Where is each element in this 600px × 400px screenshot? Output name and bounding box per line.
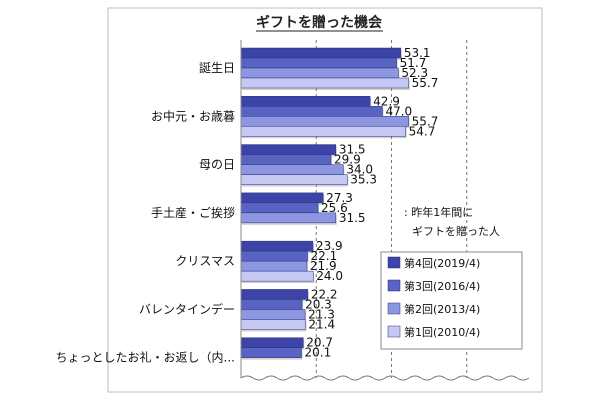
data-label-s2-c5: 21.3 <box>308 307 335 321</box>
data-label-s1-c1: 47.0 <box>385 104 412 118</box>
chart-title: ギフトを贈った機会 <box>256 14 383 31</box>
data-label-s2-c3: 31.5 <box>339 211 366 225</box>
category-label-6: ちょっとしたお礼・お返し（内... <box>56 350 235 365</box>
data-label-s0-c0: 53.1 <box>404 46 431 60</box>
data-label-s0-c1: 42.9 <box>373 94 400 108</box>
bar-s3-c0-fill <box>240 77 409 89</box>
category-label-5: バレンタインデー <box>139 301 235 316</box>
legend-box <box>380 251 523 350</box>
legend-swatch-0 <box>387 256 401 269</box>
data-label-s2-c0: 52.3 <box>401 66 428 80</box>
bar-s1-c1-fill <box>240 106 383 117</box>
bar-s3-c1-fill <box>240 126 406 137</box>
data-label-s1-c3: 25.6 <box>321 201 348 215</box>
bar-s0-c5-fill <box>240 289 309 300</box>
bar-s0-c0-fill <box>240 47 402 59</box>
bar-s1-c5-fill <box>240 299 303 310</box>
bar-s2-c2-fill <box>240 164 344 175</box>
data-label-s2-c1: 55.7 <box>412 114 439 128</box>
bar-s3-c5-fill <box>240 319 306 330</box>
bar-s0-c2-fill <box>240 144 337 155</box>
legend-swatch-3 <box>387 325 401 338</box>
data-label-s3-c4: 24.0 <box>316 269 343 283</box>
data-label-s0-c4: 23.9 <box>316 239 343 253</box>
category-label-0: 誕生日 <box>199 61 235 75</box>
bar-series <box>240 47 410 360</box>
legend-label-2: 第2回(2013/4) <box>404 302 480 316</box>
bar-s2-c5-fill <box>240 309 306 320</box>
bar-s2-c1-fill <box>240 116 409 127</box>
legend-swatch-1 <box>387 279 401 292</box>
data-label-s0-c2: 31.5 <box>339 143 366 157</box>
category-label-3: 手土産・ご挨拶 <box>151 205 235 220</box>
legend-label-3: 第1回(2010/4) <box>404 325 480 339</box>
category-labels: 誕生日お中元・お歳暮母の日手土産・ご挨拶クリスマスバレンタインデーちょっとしたお… <box>56 61 235 365</box>
legend-label-1: 第3回(2016/4) <box>404 279 480 293</box>
axis-break-wave <box>240 375 530 381</box>
bar-s0-c6-fill <box>240 337 304 348</box>
data-label-s2-c4: 21.9 <box>310 259 337 273</box>
bar-s0-c3-fill <box>240 192 324 204</box>
annotation-line-2: ギフトを贈った人 <box>412 224 500 238</box>
data-label-s1-c4: 22.1 <box>311 249 338 263</box>
bar-s0-c4-fill <box>240 240 314 252</box>
data-label-s1-c0: 51.7 <box>400 56 427 70</box>
data-label-s0-c6: 20.7 <box>306 336 333 350</box>
legend: 第4回(2019/4) 第3回(2016/4) 第2回(2013/4) 第1回(201… <box>380 251 523 350</box>
bar-s1-c4-fill <box>240 250 308 262</box>
data-label-s3-c2: 35.3 <box>350 173 377 187</box>
annotation-line-1: : 昨年1年間に <box>404 205 473 219</box>
bar-s1-c2-fill <box>240 154 332 165</box>
bar-s3-c2-fill <box>240 174 348 185</box>
category-label-4: クリスマス <box>175 254 235 268</box>
legend-label-0: 第4回(2019/4) <box>404 256 480 270</box>
data-label-s3-c5: 21.4 <box>308 317 335 331</box>
data-label-s2-c2: 34.0 <box>346 163 373 177</box>
bar-s1-c6-fill <box>240 347 302 358</box>
legend-swatch-2 <box>387 302 401 315</box>
data-label-s3-c1: 54.7 <box>409 124 436 138</box>
data-label-s0-c5: 22.2 <box>311 287 338 301</box>
bar-s3-c4-fill <box>240 270 314 282</box>
data-label-s0-c3: 27.3 <box>326 191 353 205</box>
bar-s1-c0-fill <box>240 57 397 69</box>
data-labels: 53.151.752.355.742.947.055.754.731.529.9… <box>305 46 439 360</box>
bar-s2-c4-fill <box>240 260 308 272</box>
bar-s2-c0-fill <box>240 67 399 79</box>
data-label-s1-c2: 29.9 <box>334 153 361 167</box>
bar-s0-c1-fill <box>240 96 371 107</box>
bar-s1-c3-fill <box>240 202 319 214</box>
data-label-s3-c0: 55.7 <box>412 76 439 90</box>
category-label-2: 母の日 <box>199 158 235 172</box>
category-label-1: お中元・お歳暮 <box>151 108 235 123</box>
data-label-s1-c5: 20.3 <box>305 297 332 311</box>
data-label-s1-c6: 20.1 <box>305 346 332 360</box>
